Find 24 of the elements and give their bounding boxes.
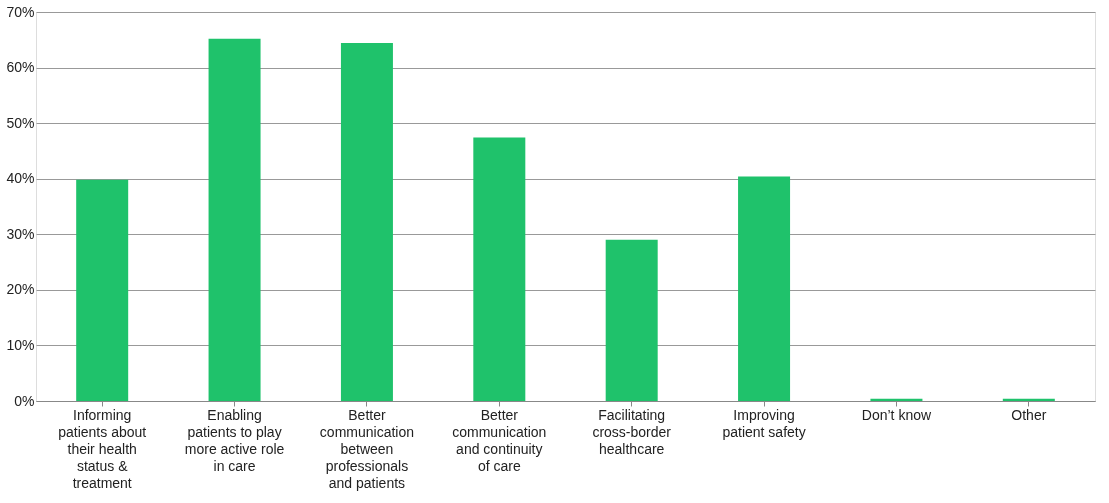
x-tick-label: Better communication and continuity of care bbox=[452, 406, 547, 474]
y-tick-label: 10% bbox=[6, 336, 35, 353]
y-tick-label: 0% bbox=[14, 392, 35, 409]
y-tick-label: 60% bbox=[6, 59, 35, 76]
x-tick-label: Better communication between professionals and patients bbox=[319, 406, 415, 491]
bar bbox=[208, 38, 261, 401]
bar bbox=[76, 179, 129, 401]
x-tick-label: Other bbox=[1011, 406, 1047, 423]
y-tick-label: 30% bbox=[6, 225, 35, 242]
x-tick-label: Improving patient safety bbox=[722, 406, 806, 440]
bar bbox=[1002, 398, 1055, 401]
y-tick-label: 50% bbox=[6, 114, 35, 131]
y-tick-label: 20% bbox=[6, 281, 35, 298]
bar bbox=[870, 398, 923, 401]
x-tick-label: Enabling patients to play more active role in care bbox=[184, 406, 285, 474]
bar bbox=[605, 239, 658, 401]
x-tick-label: Informing patients about their health status & treatment bbox=[58, 406, 147, 491]
y-tick-label: 40% bbox=[6, 170, 35, 187]
x-tick-label: Facilitating cross-border healthcare bbox=[592, 406, 672, 457]
bar bbox=[473, 137, 526, 401]
y-tick-label: 70% bbox=[6, 3, 35, 20]
bar bbox=[738, 176, 791, 401]
bar bbox=[340, 43, 393, 401]
x-tick-label: Don’t know bbox=[861, 406, 932, 423]
